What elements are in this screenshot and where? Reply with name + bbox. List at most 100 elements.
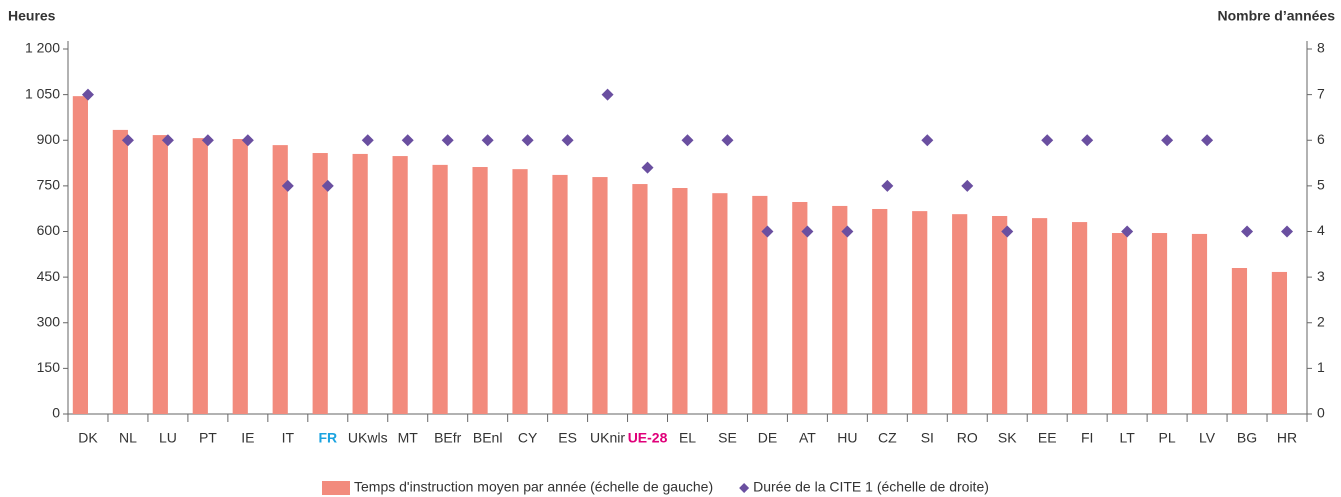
marker xyxy=(161,134,174,147)
x-tick-label: FI xyxy=(1081,430,1093,446)
legend-swatch xyxy=(739,483,750,493)
marker xyxy=(1041,134,1054,147)
marker xyxy=(321,179,334,192)
marker xyxy=(1081,134,1094,147)
bar xyxy=(912,211,928,414)
marker xyxy=(1241,225,1254,238)
bar xyxy=(312,153,328,414)
marker xyxy=(921,134,934,147)
x-tick-label: UE-28 xyxy=(628,430,668,446)
marker xyxy=(361,134,374,147)
x-tick-label: LU xyxy=(159,430,177,446)
y2-tick-label: 1 xyxy=(1317,359,1325,375)
marker xyxy=(841,225,854,238)
marker xyxy=(1281,225,1294,238)
bar xyxy=(432,164,448,414)
bar xyxy=(992,215,1008,414)
bar xyxy=(1271,271,1288,414)
bar xyxy=(192,138,208,414)
y2-tick-label: 4 xyxy=(1317,222,1325,238)
marker xyxy=(961,179,974,192)
y2-tick-label: 8 xyxy=(1317,40,1325,56)
x-tick-label: PL xyxy=(1159,430,1176,446)
x-tick-label: NL xyxy=(119,430,137,446)
y2-tick-label: 7 xyxy=(1317,85,1325,101)
bar xyxy=(1151,233,1168,414)
legend: Temps d'instruction moyen par année (éch… xyxy=(322,479,989,495)
y2-tick-label: 2 xyxy=(1317,313,1325,329)
x-tick-label: CY xyxy=(518,430,538,446)
x-tick-label: HR xyxy=(1277,430,1297,446)
bar xyxy=(552,174,568,414)
x-tick-label: LV xyxy=(1199,430,1216,446)
bar xyxy=(1231,268,1248,414)
legend-swatch xyxy=(322,481,350,495)
bar xyxy=(152,135,168,414)
bar xyxy=(592,177,608,414)
marker xyxy=(1001,225,1014,238)
x-tick-label: ES xyxy=(558,430,577,446)
x-tick-label: UKnir xyxy=(590,430,625,446)
bar xyxy=(1032,218,1048,414)
x-tick-label: BEnl xyxy=(473,430,503,446)
legend-label: Temps d'instruction moyen par année (éch… xyxy=(354,479,713,495)
x-tick-label: PT xyxy=(199,430,217,446)
bar xyxy=(392,156,408,415)
x-tick-label: EL xyxy=(679,430,696,446)
x-tick-label: SK xyxy=(998,430,1017,446)
marker xyxy=(881,179,894,192)
x-tick-label: HU xyxy=(837,430,857,446)
y2-tick-label: 3 xyxy=(1317,268,1325,284)
y-tick-label: 900 xyxy=(37,131,61,147)
marker xyxy=(81,88,94,101)
y-tick-label: 450 xyxy=(37,268,61,284)
bar xyxy=(512,169,528,414)
y-tick-label: 1 050 xyxy=(25,85,60,101)
bar xyxy=(752,195,768,414)
x-tick-label: AT xyxy=(799,430,816,446)
marker xyxy=(521,134,534,147)
marker xyxy=(1201,134,1214,147)
bar xyxy=(672,188,688,414)
y-tick-label: 600 xyxy=(37,222,61,238)
marker xyxy=(481,134,494,147)
bar xyxy=(272,145,288,414)
x-tick-label: SE xyxy=(718,430,737,446)
x-tick-label: RO xyxy=(957,430,978,446)
x-tick-label: DK xyxy=(78,430,98,446)
y2-tick-label: 0 xyxy=(1317,405,1325,421)
x-tick-label: SI xyxy=(921,430,934,446)
y-axis-title: Heures xyxy=(8,8,56,24)
bar xyxy=(632,184,648,414)
marker xyxy=(441,134,454,147)
legend-label: Durée de la CITE 1 (échelle de droite) xyxy=(753,479,989,495)
bar xyxy=(952,214,968,414)
bar xyxy=(1071,222,1088,414)
x-tick-label: CZ xyxy=(878,430,897,446)
x-tick-label: MT xyxy=(398,430,419,446)
x-tick-label: UKwls xyxy=(348,430,388,446)
x-tick-label: IE xyxy=(241,430,254,446)
bar xyxy=(472,167,488,414)
y2-axis-title: Nombre d’années xyxy=(1218,8,1336,24)
y-tick-label: 150 xyxy=(37,359,61,375)
marker xyxy=(601,88,614,101)
bar xyxy=(232,139,248,415)
x-tick-label: DE xyxy=(758,430,777,446)
marker xyxy=(1161,134,1174,147)
marker xyxy=(281,179,294,192)
bar xyxy=(792,201,808,414)
y-tick-label: 0 xyxy=(52,405,60,421)
bar xyxy=(112,129,128,415)
bar xyxy=(872,208,888,414)
y-tick-label: 300 xyxy=(37,313,61,329)
x-tick-label: BG xyxy=(1237,430,1257,446)
x-tick-label: BEfr xyxy=(434,430,462,446)
y2-tick-label: 6 xyxy=(1317,131,1325,147)
bar xyxy=(352,153,368,414)
bar xyxy=(832,205,848,414)
marker xyxy=(121,134,134,147)
y2-tick-label: 5 xyxy=(1317,177,1325,193)
marker xyxy=(801,225,814,238)
